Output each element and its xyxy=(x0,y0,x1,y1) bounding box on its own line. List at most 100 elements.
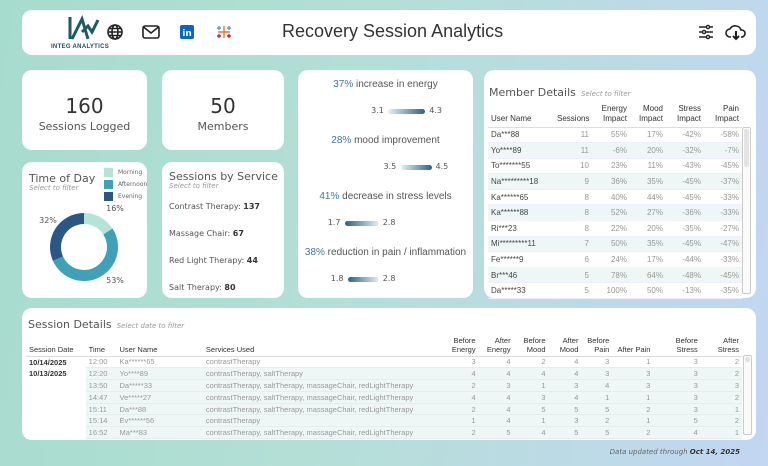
time-of-day-donut[interactable]: 16% 53% 32% xyxy=(22,162,147,298)
table-row[interactable]: 10/13/2025 12:20 Yo****89 contrastTherapy, … xyxy=(26,367,742,381)
table-cell: 2 xyxy=(441,379,479,392)
column-header[interactable]: After Energy xyxy=(478,332,514,357)
mail-icon[interactable] xyxy=(141,22,161,42)
table-row[interactable]: Na*********18 9 36% 35% -45% -37% xyxy=(488,173,742,190)
session-scrollbar[interactable] xyxy=(743,355,752,435)
table-cell: 50% xyxy=(592,236,630,253)
legend-item[interactable]: Afternoon xyxy=(104,178,147,190)
table-row[interactable]: 10/14/2025 12:00 Ka******65 contrastTherapy… xyxy=(26,356,742,369)
table-cell: 1 xyxy=(612,356,654,369)
table-cell: contrastTherapy, saltTherapy, massageCha… xyxy=(202,403,442,416)
donut-slice-afternoon[interactable] xyxy=(52,228,118,281)
service-item[interactable]: Contrast Therapy: 137 xyxy=(169,202,260,211)
column-header[interactable]: After Stress xyxy=(700,332,742,357)
table-row[interactable]: Yo****89 11 -6% 20% -32% -7% xyxy=(488,142,742,159)
table-row[interactable]: 15:11 Da***88 contrastTherapy, saltTherapy… xyxy=(26,403,742,416)
column-header[interactable]: Session Date xyxy=(26,332,86,357)
column-header[interactable]: Energy Impact xyxy=(592,100,630,128)
column-header[interactable]: After Mood xyxy=(548,332,582,357)
column-header[interactable]: Before Pain xyxy=(581,332,613,357)
service-item[interactable]: Massage Chair: 67 xyxy=(169,229,244,238)
filter-sliders-icon[interactable] xyxy=(696,22,716,42)
table-row[interactable]: To*******55 10 23% 11% -43% -45% xyxy=(488,158,742,175)
table-row[interactable]: 16:52 Ma***83 contrastTherapy, saltTherapy… xyxy=(26,426,742,440)
service-count: 44 xyxy=(246,256,258,265)
linkedin-icon[interactable]: in xyxy=(177,22,197,42)
globe-icon[interactable] xyxy=(105,22,125,42)
sessions-logged-card: 160 Sessions Logged xyxy=(22,70,147,150)
column-header[interactable]: Before Energy xyxy=(441,332,479,357)
session-date[interactable]: 10/14/2025 xyxy=(26,356,86,368)
column-header[interactable]: User Name xyxy=(116,332,203,357)
table-row[interactable]: 13:50 Da*****33 contrastTherapy, saltThera… xyxy=(26,379,742,392)
scroll-thumb[interactable] xyxy=(744,129,749,167)
members-value: 50 xyxy=(210,94,236,118)
column-header[interactable]: Stress Impact xyxy=(666,100,704,128)
table-cell: -6% xyxy=(592,142,630,159)
service-item[interactable]: Salt Therapy: 80 xyxy=(169,283,236,292)
session-date[interactable]: 10/13/2025 xyxy=(26,367,86,380)
column-header[interactable]: Time xyxy=(85,332,117,357)
cloud-download-icon[interactable] xyxy=(725,22,747,42)
table-cell: 17% xyxy=(630,127,666,144)
table-row[interactable]: 15:14 Ev******56 contrastTherapy 1 4 1 3 2 1 5 2 xyxy=(26,414,742,428)
tableau-icon[interactable] xyxy=(214,22,234,42)
column-header[interactable]: Sessions xyxy=(554,100,592,128)
donut-slice-evening[interactable] xyxy=(50,213,84,261)
header: INTEG ANALYTICS in Recovery Session Anal… xyxy=(22,10,756,55)
session-date[interactable] xyxy=(26,403,86,415)
table-cell: 3 xyxy=(581,367,613,381)
table-cell: 1 xyxy=(612,391,654,404)
member-scrollbar[interactable] xyxy=(742,127,751,294)
table-row[interactable]: 14:47 Ve*****27 contrastTherapy, saltThera… xyxy=(26,391,742,404)
legend-item[interactable]: Morning xyxy=(104,166,147,178)
session-date[interactable] xyxy=(26,391,86,404)
impact-dumbbell-bar xyxy=(347,277,379,282)
column-header[interactable]: Services Used xyxy=(202,332,442,357)
table-cell: contrastTherapy, saltTherapy, massageCha… xyxy=(202,379,442,392)
session-date[interactable] xyxy=(26,379,86,392)
table-cell: 1 xyxy=(441,414,479,428)
table-cell: 20% xyxy=(630,142,666,159)
table-cell: -58% xyxy=(704,127,742,144)
table-row[interactable]: Ka******65 8 40% 44% -45% -33% xyxy=(488,189,742,206)
table-cell: Yo****89 xyxy=(116,367,203,381)
donut-slice-morning[interactable] xyxy=(84,213,113,235)
legend-item[interactable]: Evening xyxy=(104,190,147,202)
table-cell: -45% xyxy=(666,189,704,206)
table-cell: 4 xyxy=(548,391,582,404)
donut-label: 16% xyxy=(106,204,124,213)
session-date[interactable] xyxy=(26,414,86,427)
column-header[interactable]: Before Mood xyxy=(513,332,549,357)
session-details-card: Session Details Select date to filter Se… xyxy=(22,308,756,440)
table-row[interactable]: Ka******88 8 52% 27% -36% -33% xyxy=(488,204,742,222)
table-cell: 12:00 xyxy=(85,356,117,369)
table-row[interactable]: Fe******9 6 24% 17% -44% -33% xyxy=(488,251,742,268)
table-cell: Br***46 xyxy=(488,267,554,284)
column-header[interactable]: Mood Impact xyxy=(630,100,666,128)
member-details-title: Member Details xyxy=(489,86,576,99)
scroll-thumb[interactable] xyxy=(745,357,750,362)
table-cell: 1 xyxy=(612,414,654,428)
table-row[interactable]: Br***46 5 78% 64% -48% -45% xyxy=(488,267,742,284)
column-header[interactable]: Before Stress xyxy=(653,332,701,357)
column-header[interactable]: User Name xyxy=(488,100,554,128)
session-date[interactable] xyxy=(26,426,86,439)
service-item[interactable]: Red Light Therapy: 44 xyxy=(169,256,258,265)
table-row[interactable]: Da***88 11 55% 17% -42% -58% xyxy=(488,127,742,144)
table-cell: 15:11 xyxy=(85,403,117,416)
table-row[interactable]: Ri***23 8 22% 20% -35% -27% xyxy=(488,220,742,237)
impact-text: reduction in pain / inflammation xyxy=(324,247,467,258)
table-row[interactable]: Da*****33 5 100% 50% -13% -35% xyxy=(488,282,742,300)
table-cell: -36% xyxy=(666,204,704,222)
table-cell: 4 xyxy=(441,367,479,381)
table-row[interactable]: Mi*********11 7 50% 35% -45% -47% xyxy=(488,236,742,253)
column-header[interactable]: After Pain xyxy=(612,332,654,357)
impact-dumbbell-bar xyxy=(400,165,432,170)
table-cell: 4 xyxy=(478,356,514,369)
session-details-title: Session Details xyxy=(28,318,112,331)
table-cell: 11 xyxy=(554,142,592,159)
integ-analytics-logo[interactable]: INTEG ANALYTICS xyxy=(48,14,112,54)
column-header[interactable]: Pain Impact xyxy=(704,100,742,128)
legend-swatch xyxy=(104,167,113,177)
